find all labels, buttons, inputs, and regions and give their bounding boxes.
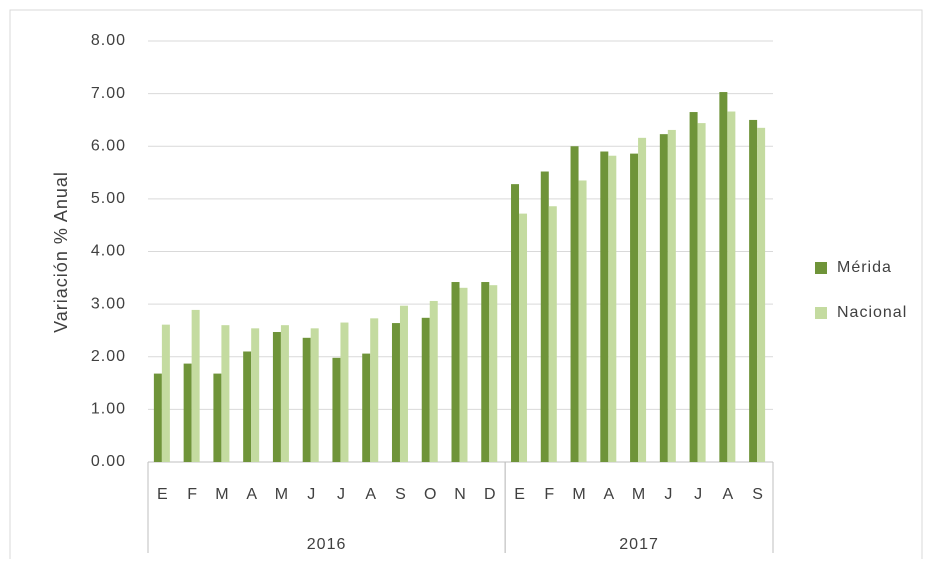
bar [608, 155, 617, 462]
bar [719, 92, 728, 462]
bar [667, 129, 676, 462]
bar [243, 351, 252, 462]
x-tick-label: M [572, 486, 586, 503]
x-tick-label: J [694, 486, 703, 503]
y-tick-label: 7.00 [91, 85, 126, 102]
group-label: 2016 [307, 536, 347, 553]
bar [280, 325, 289, 462]
legend-label: Nacional [837, 304, 907, 321]
bar [310, 328, 319, 462]
bar [540, 171, 549, 462]
x-tick-label: A [365, 486, 377, 503]
bar [429, 300, 438, 462]
bar [272, 332, 281, 462]
bar [340, 322, 349, 462]
bar [689, 112, 698, 462]
bar [421, 317, 430, 462]
x-tick-label: J [307, 486, 316, 503]
x-tick-label: E [157, 486, 169, 503]
y-tick-label: 4.00 [91, 243, 126, 260]
bar [600, 151, 609, 462]
x-tick-label: E [514, 486, 526, 503]
bar [697, 123, 706, 462]
x-tick-label: M [632, 486, 646, 503]
legend-swatch [815, 307, 827, 319]
bar [370, 318, 379, 462]
x-tick-label: J [337, 486, 346, 503]
y-tick-label: 1.00 [91, 401, 126, 418]
x-tick-label: A [246, 486, 258, 503]
bar [570, 146, 579, 462]
y-tick-label: 2.00 [91, 348, 126, 365]
legend-label: Mérida [837, 259, 892, 276]
bar [251, 328, 260, 462]
y-tick-label: 5.00 [91, 190, 126, 207]
y-axis-label: Variación % Anual [51, 171, 71, 333]
bar [399, 305, 408, 462]
bar [391, 323, 400, 462]
bar [578, 180, 587, 463]
bar [221, 325, 230, 462]
bar [727, 111, 736, 462]
x-tick-label: S [752, 486, 764, 503]
bar [489, 285, 498, 462]
chart-border [9, 9, 923, 564]
x-tick-label: A [603, 486, 615, 503]
bar [548, 206, 557, 462]
bar [749, 119, 758, 462]
bar [213, 373, 222, 462]
bar [481, 282, 490, 462]
y-tick-label: 8.00 [91, 32, 126, 49]
x-tick-label: J [664, 486, 673, 503]
bar [153, 373, 162, 462]
bar [511, 184, 520, 462]
y-tick-label: 0.00 [91, 453, 126, 470]
bar [161, 324, 170, 462]
x-tick-label: N [454, 486, 467, 503]
bar [757, 127, 766, 463]
x-tick-label: F [544, 486, 555, 503]
bar [638, 137, 647, 462]
legend-swatch [815, 262, 827, 274]
bar [332, 357, 341, 462]
x-tick-label: F [187, 486, 198, 503]
group-label: 2017 [619, 536, 659, 553]
bar [183, 363, 192, 462]
bar [630, 153, 639, 462]
x-tick-label: A [723, 486, 735, 503]
bar [362, 353, 371, 462]
y-tick-label: 6.00 [91, 137, 126, 154]
x-tick-label: D [484, 486, 497, 503]
x-tick-label: O [424, 486, 437, 503]
bar [302, 337, 311, 462]
x-tick-label: M [215, 486, 229, 503]
bar [451, 282, 460, 462]
x-tick-label: S [395, 486, 407, 503]
x-tick-label: M [275, 486, 289, 503]
bar [459, 287, 468, 462]
bar [191, 309, 200, 462]
bar [659, 134, 668, 463]
bar [519, 213, 528, 462]
y-tick-label: 3.00 [91, 295, 126, 312]
